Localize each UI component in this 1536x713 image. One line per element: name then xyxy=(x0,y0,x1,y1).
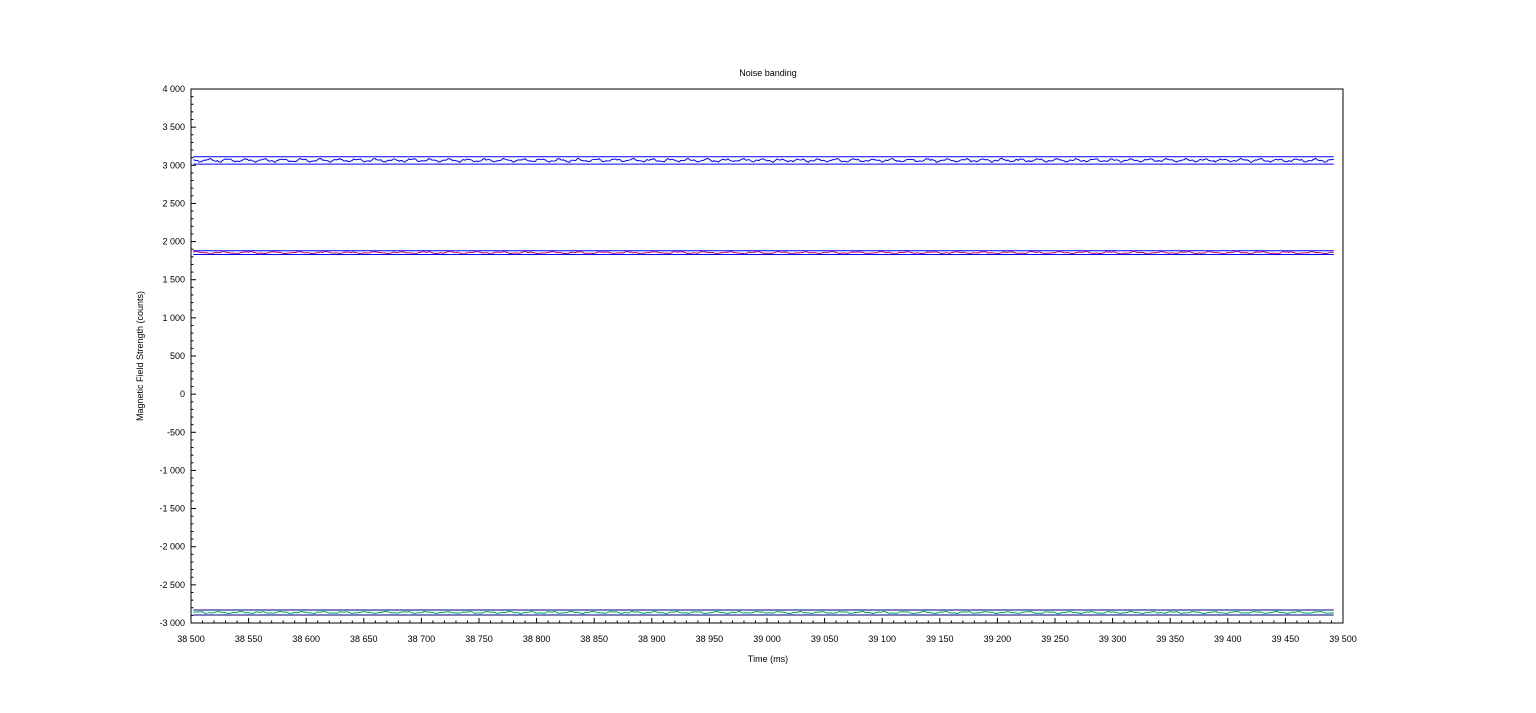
x-tick-label: 38 900 xyxy=(638,634,666,644)
x-tick-label: 39 200 xyxy=(984,634,1012,644)
y-axis-label: Magnetic Field Strength (counts) xyxy=(135,291,145,421)
x-tick-label: 39 050 xyxy=(811,634,839,644)
x-tick-label: 38 500 xyxy=(177,634,205,644)
x-tick-label: 38 750 xyxy=(465,634,493,644)
y-tick-label: 3 500 xyxy=(162,122,185,132)
x-tick-label: 39 350 xyxy=(1156,634,1184,644)
series-layer xyxy=(192,156,1334,616)
y-tick-label: -500 xyxy=(167,427,185,437)
series-line-noisy xyxy=(192,250,1334,255)
y-tick-label: 0 xyxy=(180,389,185,399)
series-line-noisy xyxy=(193,157,1334,164)
y-tick-label: -2 500 xyxy=(159,580,185,590)
series-line-noisy xyxy=(193,610,1334,615)
x-axis-label: Time (ms) xyxy=(748,654,788,664)
y-tick-label: 3 000 xyxy=(162,160,185,170)
x-tick-label: 39 150 xyxy=(926,634,954,644)
y-tick-label: 2 000 xyxy=(162,237,185,247)
x-tick-label: 38 650 xyxy=(350,634,378,644)
x-tick-label: 39 100 xyxy=(868,634,896,644)
y-tick-label: 4 000 xyxy=(162,84,185,94)
x-tick-label: 38 600 xyxy=(292,634,320,644)
y-tick-label: 1 500 xyxy=(162,275,185,285)
x-tick-label: 39 500 xyxy=(1329,634,1357,644)
y-tick-label: 2 500 xyxy=(162,198,185,208)
y-tick-label: 500 xyxy=(170,351,185,361)
x-tick-label: 38 850 xyxy=(580,634,608,644)
x-tick-label: 38 550 xyxy=(235,634,263,644)
chart-title: Noise banding xyxy=(739,68,797,78)
y-axis-ticks: 4 000 3 500 3 000 2 500 2 000 1 500 1 000 500 0 -… xyxy=(159,84,196,628)
x-tick-label: 38 950 xyxy=(696,634,724,644)
x-tick-label: 39 400 xyxy=(1214,634,1242,644)
x-tick-label: 39 250 xyxy=(1041,634,1069,644)
x-tick-label: 38 800 xyxy=(523,634,551,644)
y-tick-label: -1 500 xyxy=(159,504,185,514)
y-tick-label: -2 000 xyxy=(159,542,185,552)
y-tick-label: -1 000 xyxy=(159,465,185,475)
y-tick-label: -3 000 xyxy=(159,618,185,628)
y-tick-label: 1 000 xyxy=(162,313,185,323)
x-tick-label: 39 450 xyxy=(1272,634,1300,644)
x-tick-label: 39 000 xyxy=(753,634,781,644)
x-tick-label: 39 300 xyxy=(1099,634,1127,644)
x-axis-ticks: 38 500 38 550 38 600 38 650 38 700 38 750 38 8… xyxy=(177,618,1357,644)
x-tick-label: 38 700 xyxy=(408,634,436,644)
plot-area xyxy=(190,88,1344,624)
